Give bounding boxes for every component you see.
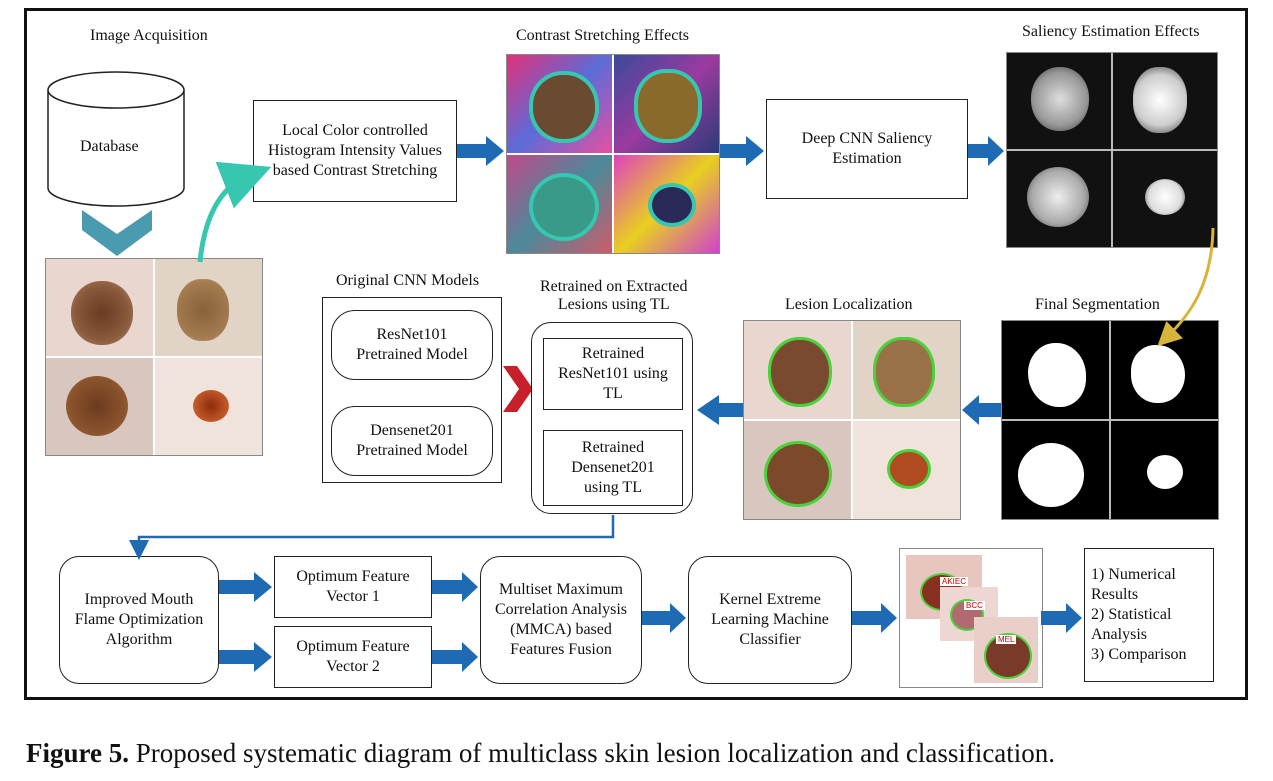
arrow-fv2-to-mmca (432, 642, 478, 672)
gold-curved-arrow (1157, 227, 1215, 347)
contrast-image-3 (507, 155, 612, 253)
lesion-image-2 (155, 259, 262, 356)
saliency-estimation-effects-label: Saliency Estimation Effects (1022, 23, 1200, 40)
arrow-right-contrast-to-images (457, 136, 504, 166)
improved-mfo-box: Improved Mouth Flame Optimization Algori… (59, 556, 219, 684)
saliency-image-3 (1007, 151, 1111, 247)
arrow-right-images-to-saliency (720, 136, 764, 166)
localized-image-4 (853, 421, 960, 519)
arrow-left-segmentation-to-localization (962, 395, 1001, 425)
mmca-fusion-box: Multiset Maximum Correlation Analysis (M… (480, 556, 642, 684)
final-segmentation-label: Final Segmentation (1035, 296, 1160, 313)
chevron-down-icon (82, 210, 152, 256)
tag-mel: MEL (996, 635, 1017, 644)
localized-image-2 (853, 321, 960, 419)
arrow-left-localization-to-retrained (697, 395, 743, 425)
arrow-mfo-to-fv2 (219, 642, 272, 672)
feature-vector-2-box: Optimum Feature Vector 2 (274, 626, 432, 688)
contrast-stretching-box: Local Color controlled Histogram Intensi… (253, 100, 457, 202)
resnet101-pretrained-box: ResNet101 Pretrained Model (331, 310, 493, 380)
retrained-title-label: Retrained on Extracted Lesions using TL (540, 278, 688, 313)
tag-akiec: AKIEC (940, 577, 969, 586)
teal-curved-arrow (197, 161, 272, 263)
database-cylinder (47, 71, 185, 207)
deep-cnn-saliency-box: Deep CNN Saliency Estimation (766, 99, 968, 199)
diagram-frame (24, 8, 1248, 700)
arrow-mfo-to-fv1 (219, 572, 272, 602)
saliency-image-1 (1007, 53, 1111, 149)
contrast-stretched-grid (506, 54, 720, 254)
lesion-localization-grid (743, 320, 961, 520)
contrast-stretching-effects-label: Contrast Stretching Effects (516, 27, 689, 44)
retrained-densenet201-box: Retrained Densenet201 using TL (543, 430, 683, 506)
localized-image-1 (744, 321, 851, 419)
localized-image-3 (744, 421, 851, 519)
feature-vector-1-box: Optimum Feature Vector 1 (274, 556, 432, 618)
database-label: Database (80, 138, 139, 155)
saliency-image-4 (1113, 151, 1217, 247)
saliency-image-2 (1113, 53, 1217, 149)
image-acquisition-label: Image Acquisition (90, 27, 208, 44)
figure-caption-text: Proposed systematic diagram of multiclas… (135, 738, 1056, 768)
kelm-classifier-box: Kernel Extreme Learning Machine Classifi… (688, 556, 852, 684)
chevron-right-icon (503, 366, 533, 412)
tag-bcc: BCC (964, 601, 985, 610)
lesion-image-4 (155, 358, 262, 455)
lesion-localization-label: Lesion Localization (785, 296, 913, 313)
original-cnn-models-label: Original CNN Models (336, 272, 480, 289)
figure-label: Figure 5. (26, 738, 129, 768)
result-image-mel: MEL (974, 617, 1038, 683)
contrast-image-1 (507, 55, 612, 153)
retrained-resnet101-box: Retrained ResNet101 using TL (543, 338, 683, 410)
original-images-grid (45, 258, 263, 456)
lesion-image-1 (46, 259, 153, 356)
saliency-images-grid (1006, 52, 1218, 248)
contrast-image-2 (614, 55, 719, 153)
arrow-kelm-to-results-images (852, 603, 897, 633)
densenet201-pretrained-box: Densenet201 Pretrained Model (331, 406, 493, 476)
arrow-images-to-results (1041, 603, 1082, 633)
lesion-image-3 (46, 358, 153, 455)
blue-elbow-arrow (129, 515, 615, 560)
classification-results-stack: AKIEC BCC MEL (899, 548, 1043, 688)
segmentation-mask-3 (1002, 421, 1109, 519)
segmentation-mask-4 (1111, 421, 1218, 519)
segmentation-mask-1 (1002, 321, 1109, 419)
contrast-image-4 (614, 155, 719, 253)
arrow-fv1-to-mmca (432, 572, 478, 602)
arrow-right-saliency-to-effects (968, 136, 1004, 166)
arrow-mmca-to-kelm (642, 603, 686, 633)
figure-caption: Figure 5. Proposed systematic diagram of… (26, 738, 1055, 769)
results-box: 1) Numerical Results 2) Statistical Anal… (1084, 548, 1214, 682)
